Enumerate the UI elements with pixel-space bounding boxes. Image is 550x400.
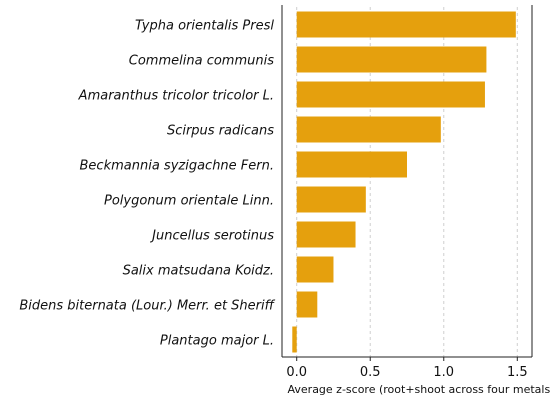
category-labels: Typha orientalis Presl Commelina communis…: [19, 19, 275, 349]
bar: [296, 46, 487, 73]
bar: [296, 81, 485, 108]
plot-frame: [281, 5, 533, 358]
x-tick-label: 1.5: [507, 365, 528, 380]
x-tick-label: 0.0: [286, 365, 307, 380]
bar: [296, 186, 366, 213]
category-label: Commelina communis: [129, 54, 274, 69]
category-label: Plantago major L.: [160, 334, 274, 349]
category-label: Beckmannia syzigachne Fern.: [80, 159, 274, 174]
category-label: Bidens biternata (Lour.) Merr. et Sherif…: [19, 299, 275, 314]
bar: [292, 326, 297, 353]
bar: [296, 256, 334, 283]
bar: [296, 11, 516, 38]
category-label: Juncellus serotinus: [149, 229, 274, 244]
x-tick-label: 0.5: [360, 365, 381, 380]
grid-lines: [296, 7, 518, 357]
category-label: Amaranthus tricolor tricolor L.: [78, 89, 274, 104]
x-axis-title: Average z-score (root+shoot across four …: [288, 383, 550, 396]
bar: [296, 151, 407, 178]
category-label: Scirpus radicans: [167, 124, 274, 139]
category-label: Polygonum orientale Linn.: [104, 194, 274, 209]
category-label: Typha orientalis Presl: [135, 19, 274, 34]
x-ticks: 0.0 0.5 1.0 1.5: [286, 357, 528, 380]
bars: [292, 11, 516, 353]
bar: [296, 221, 356, 248]
bar: [296, 116, 441, 143]
category-label: Salix matsudana Koidz.: [123, 264, 274, 279]
bar: [296, 291, 318, 318]
x-tick-label: 1.0: [433, 365, 454, 380]
